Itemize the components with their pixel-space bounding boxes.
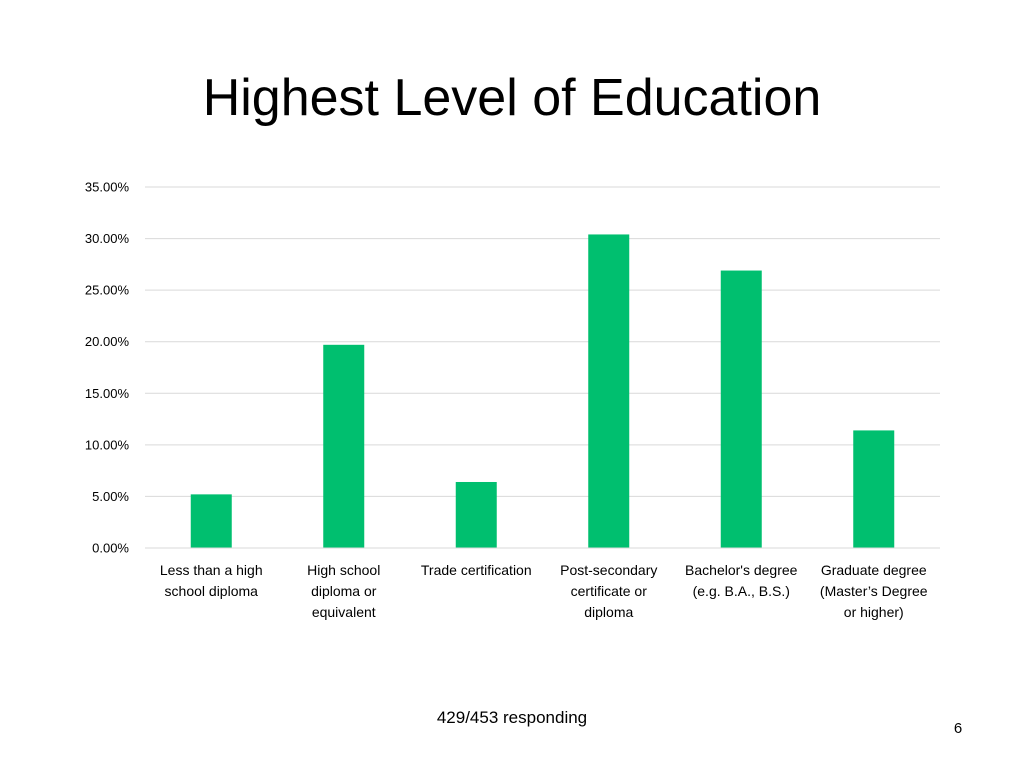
x-category-label-line: school diploma bbox=[165, 583, 259, 599]
y-tick-label: 35.00% bbox=[85, 180, 130, 195]
x-category-label-line: certificate or bbox=[571, 583, 648, 599]
x-category-label-line: High school bbox=[307, 562, 380, 578]
y-tick-label: 0.00% bbox=[92, 541, 129, 556]
response-count-note: 429/453 responding bbox=[436, 708, 588, 727]
bar bbox=[853, 430, 895, 548]
bar bbox=[455, 481, 497, 548]
x-category-label-line: diploma bbox=[584, 604, 633, 620]
x-category-label-line: Bachelor's degree bbox=[685, 562, 798, 578]
x-category-label-line: Trade certification bbox=[421, 562, 532, 578]
slide-number: 6 bbox=[953, 720, 963, 737]
x-category-label-line: (e.g. B.A., B.S.) bbox=[693, 583, 790, 599]
x-category-label: High school diploma or equivalent bbox=[307, 562, 380, 620]
x-category-label: Trade certification bbox=[421, 562, 532, 578]
x-category-label-line: Less than a high bbox=[160, 562, 263, 578]
x-axis-category-labels: Less than a high school diploma High schoo… bbox=[160, 562, 928, 620]
bar bbox=[323, 344, 365, 548]
bars bbox=[190, 234, 895, 548]
x-category-label: Graduate degree (Master’s Degree or higher… bbox=[820, 562, 928, 620]
x-category-label-line: Post-secondary bbox=[560, 562, 657, 578]
y-tick-label: 30.00% bbox=[85, 231, 130, 246]
x-category-label: Less than a high school diploma bbox=[160, 562, 263, 599]
x-category-label: Post-secondary certificate or diploma bbox=[560, 562, 657, 620]
x-category-label-line: or higher) bbox=[844, 604, 904, 620]
y-tick-label: 5.00% bbox=[92, 489, 129, 504]
bar bbox=[190, 494, 232, 548]
x-category-label-line: equivalent bbox=[312, 604, 376, 620]
y-axis-tick-labels: 0.00% 5.00% 10.00% 15.00% 20.00% 25.00% 30.00%… bbox=[85, 180, 130, 556]
x-category-label-line: Graduate degree bbox=[821, 562, 927, 578]
y-tick-label: 15.00% bbox=[85, 386, 130, 401]
page-title: Highest Level of Education bbox=[202, 69, 822, 127]
bar bbox=[588, 234, 630, 548]
x-category-label-line: (Master’s Degree bbox=[820, 583, 928, 599]
y-tick-label: 25.00% bbox=[85, 283, 130, 298]
y-tick-label: 10.00% bbox=[85, 437, 130, 452]
gridlines bbox=[145, 186, 940, 497]
x-category-label-line: diploma or bbox=[311, 583, 377, 599]
bar bbox=[720, 270, 762, 548]
x-category-label: Bachelor's degree (e.g. B.A., B.S.) bbox=[685, 562, 798, 599]
y-tick-label: 20.00% bbox=[85, 334, 130, 349]
